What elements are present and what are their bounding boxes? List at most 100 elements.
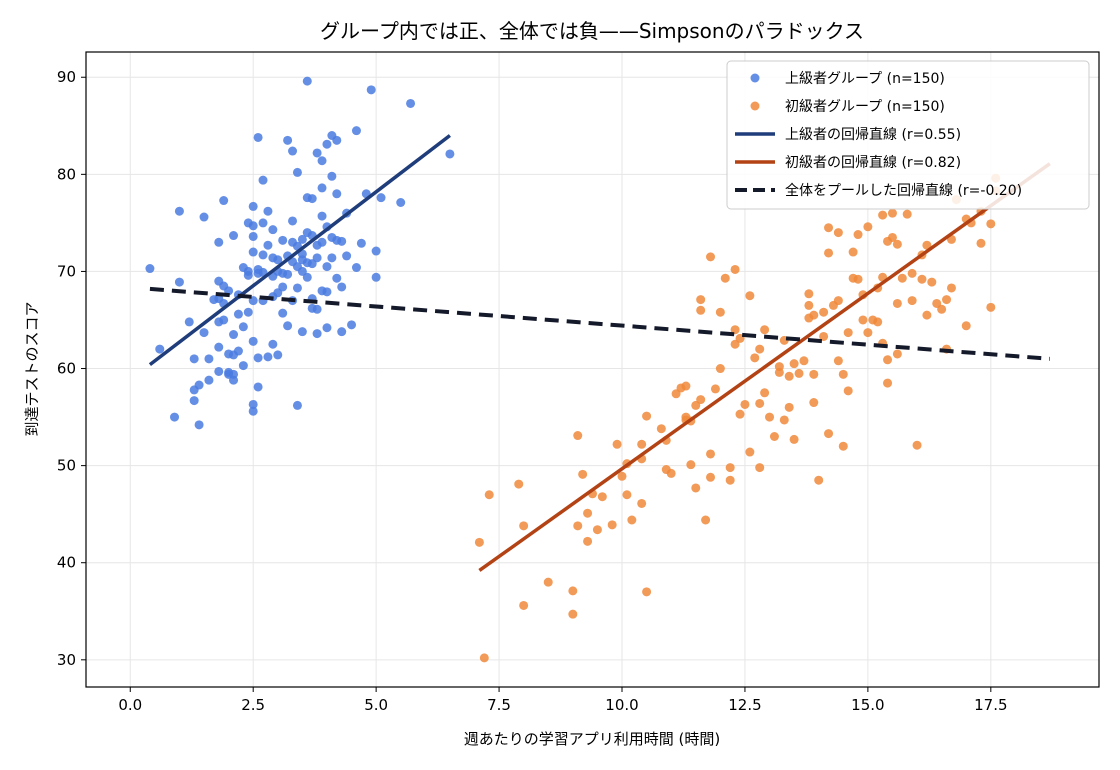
beginner-point <box>814 475 824 485</box>
advanced-point <box>219 315 229 325</box>
beginner-point <box>946 283 956 293</box>
beginner-point <box>824 429 834 439</box>
advanced-point <box>288 216 298 226</box>
beginner-point <box>617 471 627 481</box>
advanced-point <box>238 361 248 371</box>
beginner-point <box>809 369 819 379</box>
beginner-point <box>804 313 814 323</box>
advanced-point <box>233 309 243 319</box>
advanced-point <box>347 320 357 330</box>
beginner-point <box>853 230 863 240</box>
beginner-regression-line <box>478 162 1051 572</box>
beginner-point <box>578 469 588 479</box>
x-tick-label: 7.5 <box>487 696 511 714</box>
advanced-point <box>283 321 293 331</box>
beginner-point <box>725 463 735 473</box>
beginner-point <box>863 222 873 232</box>
advanced-point <box>273 255 283 265</box>
advanced-point <box>253 382 263 392</box>
advanced-point <box>406 98 416 108</box>
beginner-point <box>853 274 863 284</box>
advanced-point <box>184 317 194 327</box>
advanced-point <box>194 380 204 390</box>
beginner-point <box>607 520 617 530</box>
beginner-point <box>907 296 917 306</box>
beginner-point <box>568 586 578 596</box>
beginner-point <box>755 463 765 473</box>
beginner-point <box>730 325 740 335</box>
beginner-point <box>892 298 902 308</box>
x-tick-label: 0.0 <box>118 696 142 714</box>
beginner-point <box>858 315 868 325</box>
beginner-point <box>883 355 893 365</box>
beginner-point <box>696 395 706 405</box>
advanced-point <box>199 328 209 338</box>
beginner-point <box>883 378 893 388</box>
beginner-point <box>819 331 829 341</box>
advanced-point <box>322 323 332 333</box>
beginner-point <box>479 653 489 663</box>
beginner-point <box>809 398 819 408</box>
y-axis-ticks: 30 40 50 60 70 80 90 <box>57 68 86 669</box>
beginner-point <box>833 296 843 306</box>
advanced-point <box>214 342 224 352</box>
beginner-point <box>838 369 848 379</box>
x-tick-label: 15.0 <box>851 696 884 714</box>
beginner-point <box>706 472 716 482</box>
beginner-point <box>642 411 652 421</box>
advanced-point <box>317 237 327 247</box>
beginner-point <box>917 274 927 284</box>
advanced-point <box>337 327 347 337</box>
beginner-point <box>784 402 794 412</box>
advanced-point <box>258 175 268 185</box>
beginner-point <box>715 364 725 374</box>
beginner-point <box>824 223 834 233</box>
beginner-point <box>637 498 647 508</box>
pooled-regression-line <box>149 286 1050 361</box>
advanced-point <box>248 221 258 231</box>
advanced-point <box>283 135 293 145</box>
x-tick-label: 10.0 <box>605 696 638 714</box>
beginner-point <box>597 492 607 502</box>
advanced-point <box>263 240 273 250</box>
legend-marker-advanced <box>750 73 760 83</box>
beginner-point <box>519 521 529 531</box>
advanced-point <box>199 212 209 222</box>
beginner-point <box>902 209 912 219</box>
advanced-point <box>366 85 376 95</box>
beginner-point <box>484 490 494 500</box>
advanced-point <box>248 231 258 241</box>
beginner-point <box>843 386 853 396</box>
x-tick-label: 2.5 <box>241 696 265 714</box>
beginner-point <box>799 356 809 366</box>
beginner-point <box>592 525 602 535</box>
y-tick-label: 70 <box>57 262 76 280</box>
advanced-point <box>189 354 199 364</box>
beginner-point <box>681 412 691 422</box>
beginner-point <box>573 431 583 441</box>
advanced-point <box>322 287 332 297</box>
advanced-point <box>356 238 366 248</box>
advanced-point <box>292 167 302 177</box>
advanced-point <box>312 329 322 339</box>
beginner-point <box>986 302 996 312</box>
beginner-point <box>568 609 578 619</box>
beginner-point <box>642 587 652 597</box>
beginner-point <box>833 356 843 366</box>
advanced-point <box>292 283 302 293</box>
beginner-point <box>750 353 760 363</box>
x-axis-ticks: 0.0 2.5 5.0 7.5 10.0 12.5 15.0 17.5 <box>118 687 1008 714</box>
beginner-point <box>745 291 755 301</box>
y-tick-label: 90 <box>57 68 76 86</box>
advanced-point <box>278 282 288 292</box>
plot-frame <box>85 51 1100 688</box>
y-axis-label: 到達テストのスコア <box>23 301 41 436</box>
advanced-point <box>214 237 224 247</box>
beginner-point <box>784 371 794 381</box>
beginner-point <box>696 305 706 315</box>
advanced-point <box>297 234 307 244</box>
advanced-point <box>268 339 278 349</box>
beginner-point <box>612 439 622 449</box>
advanced-point <box>174 206 184 216</box>
advanced-point <box>194 420 204 430</box>
